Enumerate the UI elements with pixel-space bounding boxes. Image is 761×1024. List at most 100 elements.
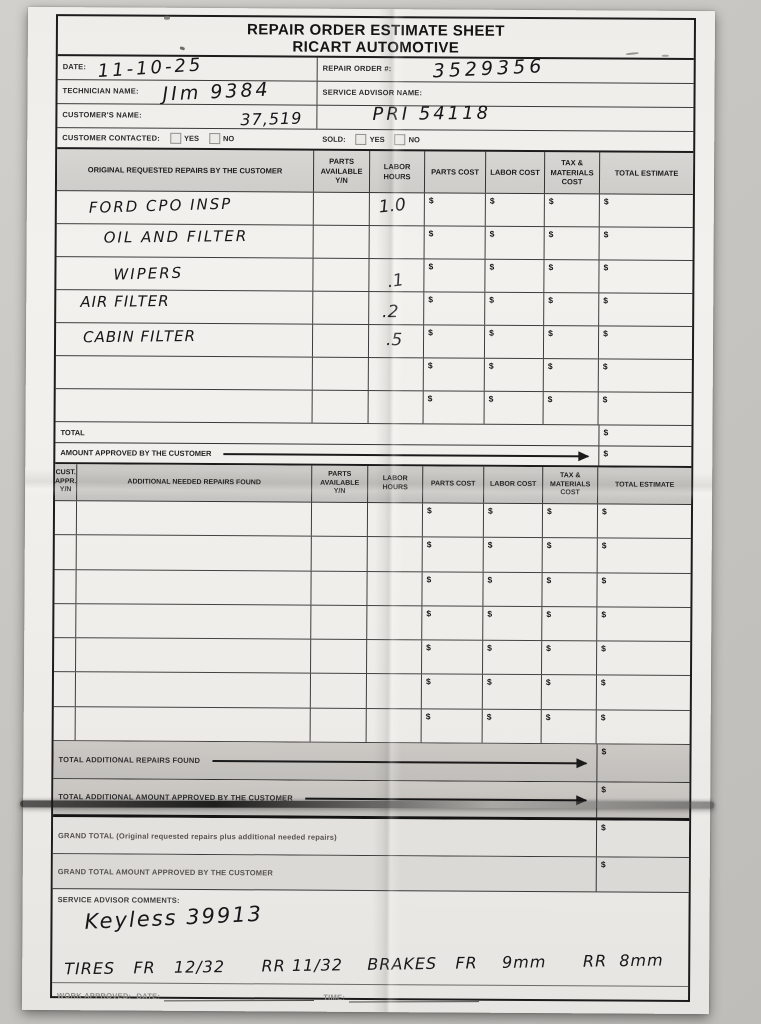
additional-repair-row: $ $ $ $ bbox=[54, 638, 691, 677]
dollar-sign: $ bbox=[602, 361, 608, 372]
repair-order-form: REPAIR ORDER ESTIMATE SHEET RICART AUTOM… bbox=[50, 14, 697, 1003]
date-blank-line bbox=[164, 991, 315, 1002]
dollar-sign: $ bbox=[548, 295, 554, 306]
dollar-sign: $ bbox=[489, 294, 495, 305]
col-parts-available: PARTS AVAILABLE Y/N bbox=[313, 150, 371, 193]
work-approved-row: WORK APPROVED: DATE: TIME: bbox=[52, 983, 688, 1011]
dollar-sign: $ bbox=[487, 608, 493, 619]
customer-label: CUSTOMER'S NAME: bbox=[62, 110, 142, 120]
arrow-line bbox=[304, 797, 587, 801]
arrow-line bbox=[223, 452, 589, 457]
dollar-sign: $ bbox=[603, 196, 609, 207]
original-repair-row: $ $ $ $ bbox=[55, 356, 692, 393]
col-additional-repairs: ADDITIONAL NEEDED REPAIRS FOUND bbox=[77, 464, 313, 502]
dollar-sign: $ bbox=[545, 711, 551, 722]
dollar-sign: $ bbox=[487, 642, 492, 653]
dollar-sign: $ bbox=[601, 575, 607, 586]
work-approved-label: WORK APPROVED: bbox=[57, 990, 132, 1001]
amount-approved-label: AMOUNT APPROVED BY THE CUSTOMER bbox=[60, 448, 212, 459]
original-repair-row: $ $ $ $ bbox=[55, 389, 692, 426]
handwritten-repair-description: OIL AND FILTER bbox=[103, 226, 249, 247]
col-original-repairs: ORIGINAL REQUESTED REPAIRS BY THE CUSTOM… bbox=[56, 149, 315, 192]
service-advisor-comments: SERVICE ADVISOR COMMENTS: Keyless 39913 … bbox=[52, 889, 689, 988]
total-additional-label: TOTAL ADDITIONAL REPAIRS FOUND bbox=[58, 755, 201, 766]
original-repair-row: FORD CPO INSP 1.0 $ $ $ $ bbox=[56, 191, 693, 228]
dollar-sign: $ bbox=[603, 328, 608, 339]
dollar-sign: $ bbox=[428, 294, 434, 305]
no-label: NO bbox=[408, 135, 420, 145]
advisor-id-cell: PRI 54118 bbox=[317, 102, 693, 131]
customer-contacted-label: CUSTOMER CONTACTED: bbox=[62, 133, 160, 143]
dollar-sign: $ bbox=[428, 228, 434, 239]
total-additional-row: TOTAL ADDITIONAL REPAIRS FOUND $ bbox=[53, 741, 690, 784]
additional-repair-row: $ $ $ $ bbox=[53, 706, 690, 746]
total-label: TOTAL bbox=[60, 427, 85, 437]
original-repairs-header: ORIGINAL REQUESTED REPAIRS BY THE CUSTOM… bbox=[56, 149, 694, 195]
dollar-sign: $ bbox=[603, 295, 609, 306]
col-tax-materials: TAX & MATERIALS COST bbox=[544, 152, 601, 194]
dollar-sign: $ bbox=[489, 327, 494, 338]
dollar-sign: $ bbox=[546, 574, 552, 585]
dollar-sign: $ bbox=[427, 360, 433, 371]
dollar-sign: $ bbox=[548, 262, 554, 273]
dollar-sign: $ bbox=[601, 609, 607, 620]
handwritten-comment-tires-brakes: TIRES FR 12/32 RR 11/32 BRAKES FR 9mm RR… bbox=[64, 950, 664, 979]
handwritten-repair-description: CABIN FILTER bbox=[82, 326, 197, 347]
dollar-sign: $ bbox=[546, 643, 551, 654]
dollar-sign: $ bbox=[425, 711, 431, 722]
dollar-sign: $ bbox=[603, 427, 609, 438]
dollar-sign: $ bbox=[547, 394, 553, 405]
paper-sheet: REPAIR ORDER ESTIMATE SHEET RICART AUTOM… bbox=[20, 6, 716, 1015]
dollar-sign: $ bbox=[489, 195, 495, 206]
dollar-sign: $ bbox=[548, 229, 554, 240]
dollar-sign: $ bbox=[426, 505, 432, 516]
grand-total-row: GRAND TOTAL (Original requested repairs … bbox=[52, 817, 690, 859]
dollar-sign: $ bbox=[426, 573, 432, 584]
handwritten-date: 11-10-25 bbox=[97, 54, 204, 83]
arrow-line bbox=[212, 759, 587, 764]
sold-label: SOLD: bbox=[322, 134, 346, 144]
dollar-sign: $ bbox=[603, 229, 609, 240]
dollar-sign: $ bbox=[601, 506, 607, 517]
original-repair-row: AIR FILTER .2 $ $ $ $ bbox=[56, 290, 693, 327]
dollar-sign: $ bbox=[602, 394, 608, 405]
dollar-sign: $ bbox=[601, 784, 607, 795]
dollar-sign: $ bbox=[545, 677, 551, 688]
dollar-sign: $ bbox=[546, 506, 552, 517]
additional-repair-row: $ $ $ $ bbox=[53, 672, 690, 711]
dollar-sign: $ bbox=[601, 822, 606, 833]
repair-order-cell: REPAIR ORDER #: 3529356 bbox=[318, 55, 694, 83]
handwritten-labor-hours: .1 bbox=[386, 270, 405, 293]
col-parts-available: PARTS AVAILABLE Y/N bbox=[312, 465, 369, 502]
sold-yes-checkbox bbox=[355, 133, 367, 145]
no-label: NO bbox=[222, 134, 235, 144]
scan-speck bbox=[661, 54, 669, 57]
dollar-sign: $ bbox=[600, 859, 606, 870]
time-label: TIME: bbox=[323, 992, 346, 1002]
dollar-sign: $ bbox=[489, 228, 495, 239]
date-cell: DATE: 11-10-25 bbox=[57, 54, 318, 83]
dollar-sign: $ bbox=[603, 262, 609, 273]
col-cust-appr: CUST. APPR. Y/N bbox=[55, 464, 78, 501]
col-labor-cost: LABOR COST bbox=[484, 466, 544, 504]
yes-label: YES bbox=[183, 133, 200, 143]
dollar-sign: $ bbox=[488, 393, 494, 404]
grand-total-approved-label: GRAND TOTAL AMOUNT APPROVED BY THE CUSTO… bbox=[57, 866, 274, 878]
dollar-sign: $ bbox=[548, 328, 553, 339]
form-header: REPAIR ORDER ESTIMATE SHEET RICART AUTOM… bbox=[57, 16, 695, 60]
col-total-estimate: TOTAL ESTIMATE bbox=[614, 168, 679, 178]
customer-contacted-no-checkbox bbox=[208, 133, 221, 145]
handwritten-labor-hours: 1.0 bbox=[377, 194, 407, 218]
date-label: DATE: bbox=[136, 991, 161, 1001]
handwritten-labor-hours: .2 bbox=[382, 302, 399, 323]
col-labor-hours: LABOR HOURS bbox=[368, 465, 424, 503]
additional-repair-row: $ $ $ $ bbox=[54, 501, 692, 540]
handwritten-customer: 37,519 bbox=[240, 108, 303, 130]
dollar-sign: $ bbox=[428, 261, 434, 272]
service-advisor-label: SERVICE ADVISOR NAME: bbox=[322, 87, 423, 98]
dollar-sign: $ bbox=[600, 712, 606, 723]
handwritten-advisor-id: PRI 54118 bbox=[372, 102, 492, 126]
col-tax-materials: TAX & MATERIALS COST bbox=[543, 467, 599, 504]
dollar-sign: $ bbox=[601, 540, 607, 551]
dollar-sign: $ bbox=[427, 393, 433, 404]
